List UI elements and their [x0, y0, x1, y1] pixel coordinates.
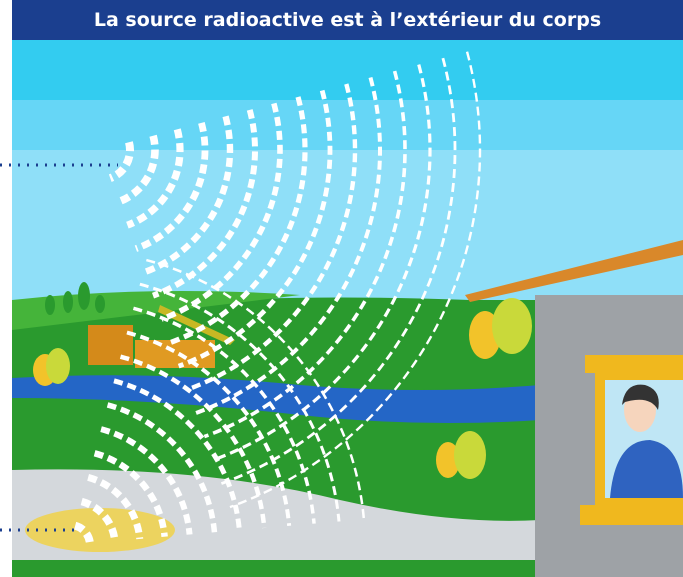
- sky-band: [12, 100, 683, 150]
- page: La source radioactive est à l’extérieur …: [0, 0, 683, 577]
- grass: [12, 560, 540, 577]
- title-bar: La source radioactive est à l’extérieur …: [12, 0, 683, 40]
- illustration: [0, 0, 683, 577]
- window-sill: [580, 505, 683, 525]
- source-glow: [25, 508, 175, 552]
